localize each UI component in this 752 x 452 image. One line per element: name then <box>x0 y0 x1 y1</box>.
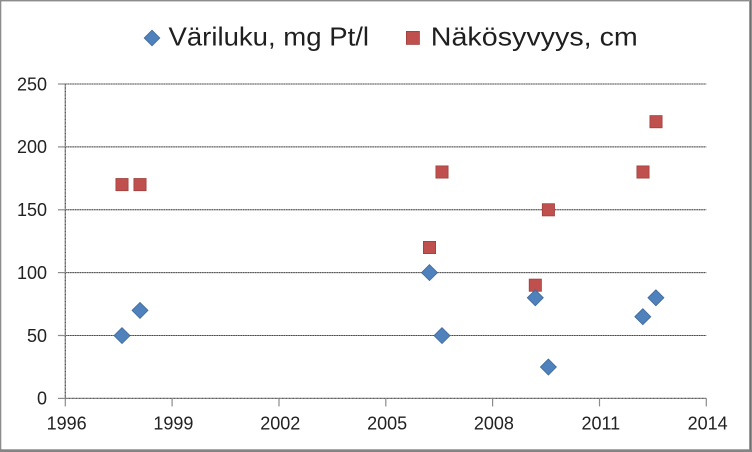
svg-text:1996: 1996 <box>47 413 87 433</box>
svg-text:Väriluku, mg Pt/l: Väriluku, mg Pt/l <box>169 21 370 51</box>
svg-text:0: 0 <box>37 389 47 409</box>
svg-text:2002: 2002 <box>260 413 300 433</box>
svg-text:100: 100 <box>17 263 47 283</box>
svg-text:2008: 2008 <box>474 413 514 433</box>
svg-text:1999: 1999 <box>153 413 193 433</box>
svg-text:2011: 2011 <box>581 413 620 433</box>
svg-text:2014: 2014 <box>688 413 728 433</box>
svg-text:150: 150 <box>17 200 47 220</box>
svg-text:Näkösyvyys, cm: Näkösyvyys, cm <box>431 21 638 51</box>
svg-text:50: 50 <box>27 326 47 346</box>
svg-text:200: 200 <box>17 137 47 157</box>
svg-text:2005: 2005 <box>367 413 407 433</box>
svg-text:250: 250 <box>17 74 47 94</box>
